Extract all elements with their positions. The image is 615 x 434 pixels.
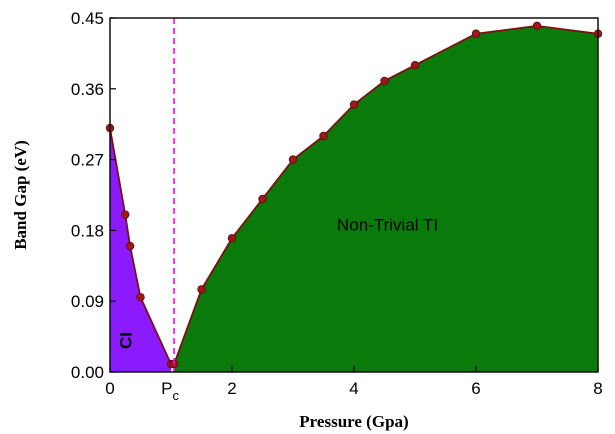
x-tick-label-2: 4 xyxy=(349,379,358,398)
data-point-1-2 xyxy=(227,234,237,243)
data-point-1-7 xyxy=(380,76,389,86)
data-point-1-5 xyxy=(319,131,328,141)
y-axis-title: Band Gap (eV) xyxy=(11,140,30,250)
data-point-1-6 xyxy=(349,100,359,109)
y-tick-label-4: 0.36 xyxy=(71,80,104,99)
x-tick-label-0: 0 xyxy=(105,379,114,398)
data-point-0-3 xyxy=(136,293,145,302)
data-point-1-8 xyxy=(410,60,420,70)
x-tick-label-pc: Pc xyxy=(161,379,179,403)
chart-markers xyxy=(105,21,603,369)
data-point-1-1 xyxy=(197,285,206,294)
data-point-1-10 xyxy=(532,21,542,31)
y-tick-label-3: 0.27 xyxy=(71,151,104,170)
x-tick-label-1: 2 xyxy=(227,379,236,398)
y-tick-label-0: 0.00 xyxy=(71,363,104,382)
data-point-1-3 xyxy=(258,194,267,204)
data-point-0-1 xyxy=(121,210,130,219)
x-axis-ticks: 0 2 4 6 8 Pc xyxy=(105,366,603,403)
y-axis-ticks: 0.00 0.09 0.18 0.27 0.36 0.45 xyxy=(71,9,116,382)
y-tick-label-5: 0.45 xyxy=(71,9,104,28)
area-series-0 xyxy=(110,128,171,372)
pc-label-sub: c xyxy=(172,388,179,403)
area-series-1 xyxy=(174,25,599,372)
x-tick-label-4: 8 xyxy=(593,379,602,398)
x-axis-title: Pressure (Gpa) xyxy=(299,412,408,431)
data-point-1-9 xyxy=(471,29,481,38)
y-tick-label-2: 0.18 xyxy=(71,221,104,240)
chart-areas xyxy=(110,25,599,372)
pc-label-main: P xyxy=(161,379,172,398)
data-point-0-2 xyxy=(125,241,135,251)
line-series-1 xyxy=(173,24,599,365)
data-point-1-4 xyxy=(288,155,298,164)
region-label-1: Non-Trivial TI xyxy=(337,215,438,234)
y-tick-label-1: 0.09 xyxy=(71,292,104,311)
x-tick-label-3: 6 xyxy=(471,379,480,398)
region-label-0: CI xyxy=(116,332,135,349)
region-annotations: CI Non-Trivial TI xyxy=(116,215,438,349)
